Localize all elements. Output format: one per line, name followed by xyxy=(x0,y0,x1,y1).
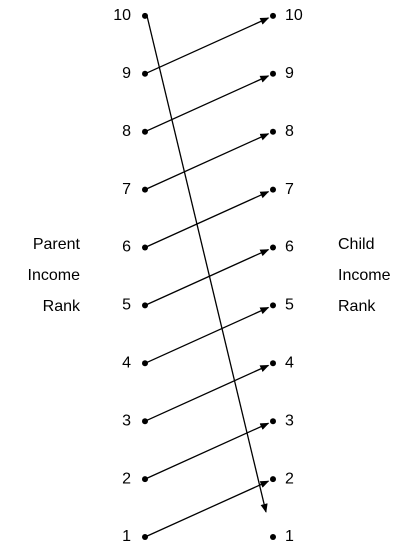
parent-rank: 10 xyxy=(113,7,131,24)
child-node xyxy=(270,186,276,193)
child-axis-label: Income xyxy=(338,267,391,284)
parent-rank: 1 xyxy=(122,528,131,545)
parent-node xyxy=(142,12,148,19)
child-rank: 8 xyxy=(285,123,294,140)
child-rank: 9 xyxy=(285,65,294,82)
child-node xyxy=(270,418,276,425)
arrow xyxy=(144,422,270,480)
arrow xyxy=(144,133,270,191)
parent-rank: 6 xyxy=(122,239,131,256)
parent-node xyxy=(142,128,148,135)
parent-node xyxy=(142,360,148,367)
parent-rank: 3 xyxy=(122,412,131,429)
child-node xyxy=(270,12,276,19)
parent-axis-label: Income xyxy=(28,267,81,284)
parent-rank: 7 xyxy=(122,181,131,198)
child-rank: 2 xyxy=(285,470,294,487)
child-node xyxy=(270,128,276,135)
arrow xyxy=(144,75,270,133)
child-rank: 7 xyxy=(285,181,294,198)
parent-rank: 9 xyxy=(122,65,131,82)
child-rank: 1 xyxy=(285,528,294,545)
child-node xyxy=(270,70,276,77)
parent-node xyxy=(142,186,148,193)
parent-node xyxy=(142,534,148,540)
arrow xyxy=(144,306,270,364)
arrow xyxy=(144,248,270,306)
parent-node xyxy=(142,70,148,77)
parent-node xyxy=(142,244,148,251)
child-rank: 10 xyxy=(285,7,303,24)
arrow xyxy=(144,364,270,422)
child-node xyxy=(270,360,276,367)
parent-rank: 2 xyxy=(122,470,131,487)
arrow xyxy=(146,15,268,513)
child-node xyxy=(270,476,276,483)
child-node xyxy=(270,244,276,251)
child-rank: 4 xyxy=(285,355,294,372)
child-rank: 6 xyxy=(285,239,294,256)
parent-rank: 5 xyxy=(122,297,131,314)
parent-node xyxy=(142,302,148,309)
arrow xyxy=(144,480,270,538)
child-rank: 3 xyxy=(285,412,294,429)
child-node xyxy=(270,534,276,540)
child-rank: 5 xyxy=(285,297,294,314)
parent-node xyxy=(142,476,148,483)
arrow xyxy=(144,17,270,75)
parent-axis-label: Parent xyxy=(33,236,81,253)
parent-rank: 8 xyxy=(122,123,131,140)
child-node xyxy=(270,302,276,309)
parent-axis-label: Rank xyxy=(43,298,81,315)
parent-rank: 4 xyxy=(122,355,131,372)
arrow xyxy=(144,191,270,249)
parent-node xyxy=(142,418,148,425)
child-axis-label: Rank xyxy=(338,298,376,315)
child-axis-label: Child xyxy=(338,236,374,253)
